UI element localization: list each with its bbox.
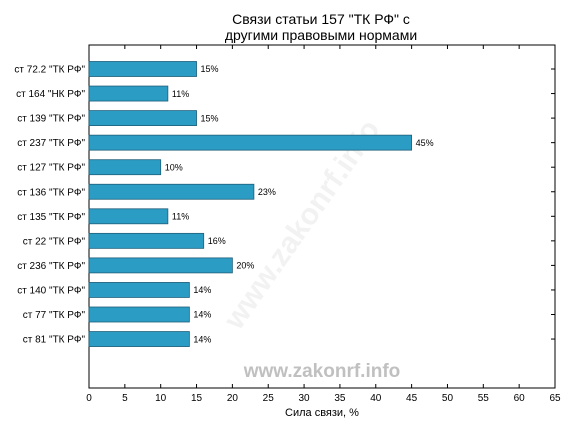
y-tick-label: ст 140 "ТК РФ" — [17, 285, 85, 296]
bar-value-label: 23% — [258, 187, 276, 197]
bars — [88, 61, 413, 347]
bar-value-label: 20% — [236, 261, 254, 271]
bar-value-label: 15% — [201, 64, 219, 74]
bar-value-label: 15% — [201, 113, 219, 123]
bar — [88, 61, 197, 77]
x-tick-label: 30 — [299, 393, 311, 404]
bar — [88, 208, 169, 225]
x-tick-label: 35 — [334, 393, 346, 404]
bar — [88, 85, 169, 102]
y-tick-label: ст 81 "ТК РФ" — [23, 335, 86, 346]
y-tick-label: ст 22 "ТК РФ" — [23, 236, 86, 247]
x-axis-ticks: 0 5 10 15 20 25 30 35 40 45 50 55 60 65 — [86, 45, 561, 404]
bar-value-label: 14% — [193, 334, 211, 344]
x-tick-label: 60 — [514, 393, 526, 404]
x-axis-label: Сила связи, % — [285, 407, 359, 419]
bar-value-label: 16% — [208, 236, 226, 246]
y-tick-label: ст 236 "ТК РФ" — [17, 261, 85, 272]
y-tick-label: ст 136 "ТК РФ" — [17, 187, 85, 198]
bar — [88, 110, 197, 126]
x-tick-label: 15 — [191, 393, 203, 404]
x-tick-label: 0 — [86, 393, 92, 404]
bar-value-label: 45% — [416, 138, 434, 148]
y-tick-label: ст 237 "ТК РФ" — [17, 138, 85, 149]
x-tick-label: 10 — [155, 393, 167, 404]
bar — [88, 183, 255, 200]
x-tick-label: 20 — [227, 393, 239, 404]
x-tick-label: 65 — [549, 393, 561, 404]
bar — [88, 306, 190, 323]
bar-value-label: 14% — [193, 310, 211, 320]
bar — [88, 159, 162, 176]
y-axis-ticks: ст 72.2 "ТК РФ" ст 164 "НК РФ" ст 139 "ТК … — [14, 65, 555, 346]
y-tick-label: ст 127 "ТК РФ" — [17, 163, 85, 174]
bar — [88, 232, 205, 249]
bar — [88, 257, 233, 274]
bar-value-label: 14% — [193, 285, 211, 295]
y-tick-label: ст 135 "ТК РФ" — [17, 212, 85, 223]
y-tick-label: ст 139 "ТК РФ" — [17, 114, 85, 125]
chart-title-line-1: Связи статьи 157 "ТК РФ" с — [232, 11, 410, 27]
x-tick-label: 50 — [442, 393, 454, 404]
x-tick-label: 45 — [406, 393, 418, 404]
x-tick-label: 55 — [478, 393, 490, 404]
chart-title-line-2: другими правовыми нормами — [225, 27, 417, 43]
bar — [88, 331, 190, 347]
x-tick-label: 25 — [263, 393, 275, 404]
bar-value-label: 10% — [165, 162, 183, 172]
y-tick-label: ст 77 "ТК РФ" — [23, 310, 86, 321]
y-tick-label: ст 72.2 "ТК РФ" — [14, 65, 85, 76]
bar — [88, 134, 413, 151]
bar-value-label: 11% — [172, 212, 189, 222]
bar-value-label: 11% — [172, 89, 189, 99]
bar — [88, 282, 190, 298]
watermark-text: www.zakonrf.info — [243, 361, 401, 382]
x-tick-label: 40 — [370, 393, 382, 404]
y-tick-label: ст 164 "НК РФ" — [16, 89, 85, 100]
data-labels: 15% 11% 15% 45% 10% 23% 11% 16% 20% 14% 14% 14% — [165, 64, 434, 344]
x-tick-label: 5 — [122, 393, 128, 404]
